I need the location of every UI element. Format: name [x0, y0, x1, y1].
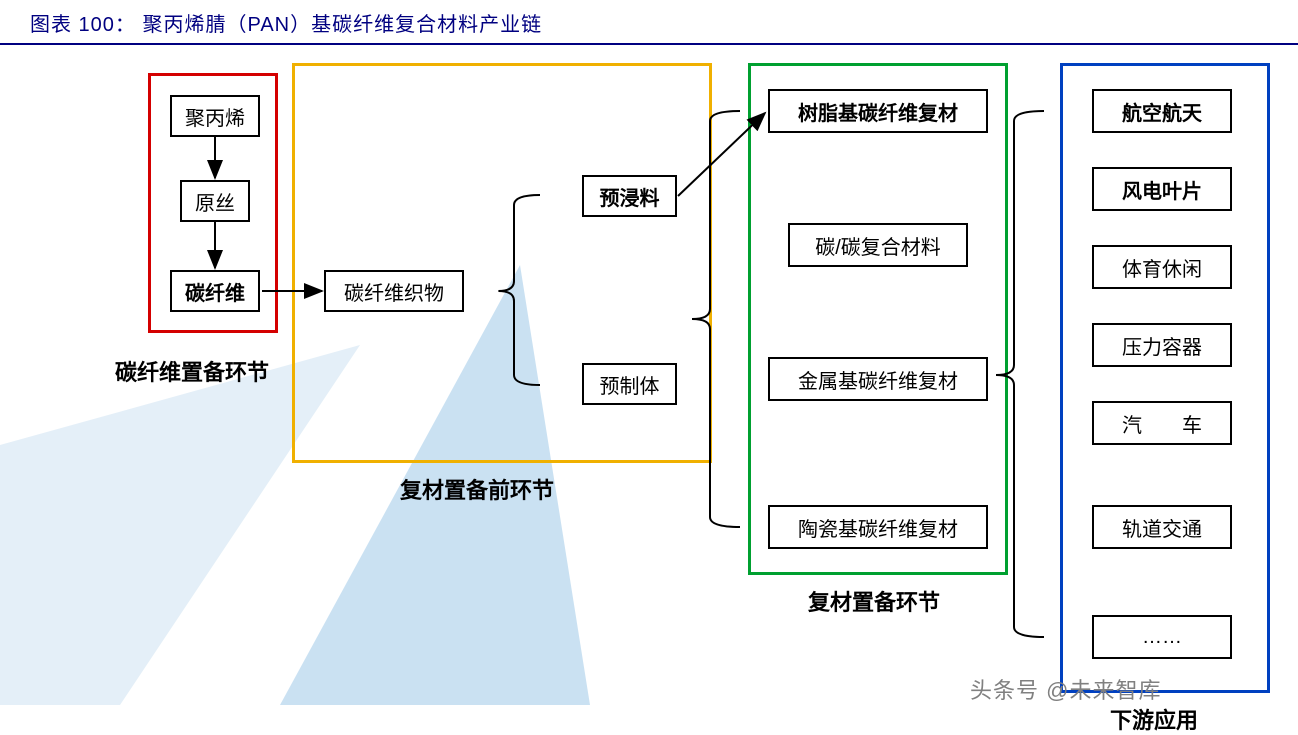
node-resin-cfrp: 树脂基碳纤维复材: [768, 89, 988, 133]
chart-title: 图表 100： 聚丙烯腈（PAN）基碳纤维复合材料产业链: [0, 0, 1298, 45]
node-cf-fabric: 碳纤维织物: [324, 270, 464, 312]
group-label-carbon-fiber-prep: 碳纤维置备环节: [115, 355, 269, 387]
node-wind-blade: 风电叶片: [1092, 167, 1232, 211]
node-ceramic-cfrp: 陶瓷基碳纤维复材: [768, 505, 988, 549]
diagram-canvas: 碳纤维置备环节 复材置备前环节 复材置备环节 下游应用 聚丙烯 原丝 碳纤维 碳…: [0, 45, 1298, 705]
group-label-composite-preprep: 复材置备前环节: [400, 473, 554, 505]
node-precursor: 原丝: [180, 180, 250, 222]
node-sports: 体育休闲: [1092, 245, 1232, 289]
node-rail: 轨道交通: [1092, 505, 1232, 549]
node-automotive: 汽 车: [1092, 401, 1232, 445]
group-label-composite-prep: 复材置备环节: [808, 585, 940, 617]
node-carbon-fiber: 碳纤维: [170, 270, 260, 312]
node-cc-composite: 碳/碳复合材料: [788, 223, 968, 267]
node-polypropylene: 聚丙烯: [170, 95, 260, 137]
group-composite-prep: [748, 63, 1008, 575]
group-label-downstream-app: 下游应用: [1110, 703, 1198, 735]
chart-title-text: 图表 100： 聚丙烯腈（PAN）基碳纤维复合材料产业链: [30, 14, 542, 36]
watermark-text: 头条号 @未来智库: [970, 673, 1161, 705]
node-etc: ……: [1092, 615, 1232, 659]
node-metal-cfrp: 金属基碳纤维复材: [768, 357, 988, 401]
node-prepreg: 预浸料: [582, 175, 677, 217]
node-preform: 预制体: [582, 363, 677, 405]
node-pressure-vessel: 压力容器: [1092, 323, 1232, 367]
node-aerospace: 航空航天: [1092, 89, 1232, 133]
group-downstream-app: [1060, 63, 1270, 693]
